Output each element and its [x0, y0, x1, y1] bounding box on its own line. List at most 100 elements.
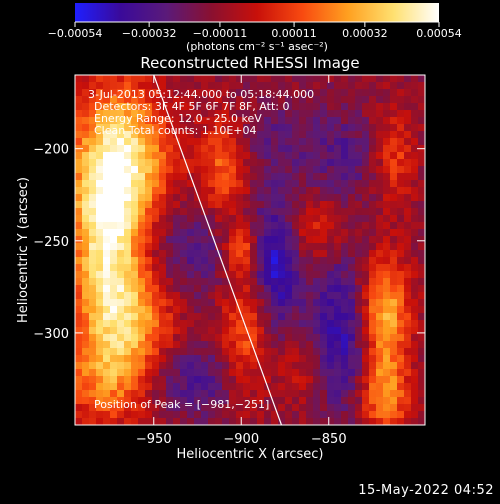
- heatmap-pixel: [124, 89, 132, 97]
- heatmap-pixel: [264, 285, 272, 293]
- heatmap-pixel: [236, 320, 244, 328]
- heatmap-pixel: [369, 180, 377, 188]
- heatmap-pixel: [285, 376, 293, 384]
- heatmap-pixel: [89, 369, 97, 377]
- heatmap-pixel: [145, 292, 153, 300]
- heatmap-pixel: [131, 159, 139, 167]
- heatmap-pixel: [327, 418, 335, 426]
- heatmap-pixel: [117, 82, 125, 90]
- heatmap-pixel: [278, 285, 286, 293]
- heatmap-pixel: [285, 271, 293, 279]
- heatmap-pixel: [243, 334, 251, 342]
- heatmap-pixel: [285, 390, 293, 398]
- heatmap-pixel: [418, 124, 426, 132]
- heatmap-pixel: [341, 159, 349, 167]
- heatmap-pixel: [96, 222, 104, 230]
- heatmap-pixel: [187, 82, 195, 90]
- heatmap-pixel: [229, 383, 237, 391]
- heatmap-pixel: [145, 320, 153, 328]
- heatmap-pixel: [278, 180, 286, 188]
- heatmap-pixel: [166, 376, 174, 384]
- heatmap-pixel: [264, 327, 272, 335]
- heatmap-pixel: [152, 124, 160, 132]
- heatmap-pixel: [159, 173, 167, 181]
- heatmap-pixel: [180, 306, 188, 314]
- heatmap-pixel: [180, 348, 188, 356]
- heatmap-pixel: [264, 229, 272, 237]
- heatmap-pixel: [131, 404, 139, 412]
- heatmap-pixel: [278, 152, 286, 160]
- heatmap-pixel: [110, 404, 118, 412]
- heatmap-pixel: [201, 362, 209, 370]
- heatmap-pixel: [264, 173, 272, 181]
- heatmap-pixel: [131, 82, 139, 90]
- heatmap-pixel: [362, 404, 370, 412]
- heatmap-pixel: [201, 194, 209, 202]
- heatmap-pixel: [110, 159, 118, 167]
- heatmap-pixel: [229, 320, 237, 328]
- heatmap-pixel: [369, 96, 377, 104]
- heatmap-pixel: [82, 341, 90, 349]
- heatmap-pixel: [187, 348, 195, 356]
- heatmap-pixel: [145, 194, 153, 202]
- heatmap-pixel: [271, 82, 279, 90]
- heatmap-pixel: [138, 166, 146, 174]
- heatmap-pixel: [320, 348, 328, 356]
- heatmap-pixel: [411, 243, 419, 251]
- heatmap-pixel: [166, 194, 174, 202]
- heatmap-pixel: [292, 320, 300, 328]
- heatmap-pixel: [96, 152, 104, 160]
- heatmap-pixel: [418, 306, 426, 314]
- heatmap-pixel: [327, 278, 335, 286]
- heatmap-pixel: [271, 187, 279, 195]
- heatmap-pixel: [327, 390, 335, 398]
- heatmap-pixel: [341, 201, 349, 209]
- heatmap-pixel: [194, 383, 202, 391]
- heatmap-pixel: [341, 117, 349, 125]
- heatmap-pixel: [376, 320, 384, 328]
- heatmap-pixel: [243, 124, 251, 132]
- heatmap-pixel: [320, 82, 328, 90]
- heatmap-pixel: [299, 201, 307, 209]
- heatmap-pixel: [390, 208, 398, 216]
- heatmap-pixel: [355, 243, 363, 251]
- heatmap-pixel: [131, 271, 139, 279]
- heatmap-pixel: [159, 145, 167, 153]
- heatmap-pixel: [327, 334, 335, 342]
- heatmap-pixel: [313, 131, 321, 139]
- heatmap-pixel: [138, 236, 146, 244]
- heatmap-pixel: [285, 166, 293, 174]
- heatmap-pixel: [166, 418, 174, 426]
- heatmap-pixel: [404, 383, 412, 391]
- heatmap-pixel: [278, 411, 286, 419]
- heatmap-pixel: [334, 383, 342, 391]
- heatmap-pixel: [110, 215, 118, 223]
- heatmap-pixel: [285, 75, 293, 83]
- heatmap-pixel: [299, 278, 307, 286]
- heatmap-pixel: [145, 285, 153, 293]
- heatmap-pixel: [117, 257, 125, 265]
- heatmap-pixel: [390, 215, 398, 223]
- heatmap-pixel: [383, 103, 391, 111]
- heatmap-pixel: [362, 215, 370, 223]
- heatmap-pixel: [292, 145, 300, 153]
- heatmap-pixel: [320, 194, 328, 202]
- heatmap-pixel: [313, 390, 321, 398]
- heatmap-pixel: [418, 411, 426, 419]
- heatmap-pixel: [299, 166, 307, 174]
- heatmap-pixel: [194, 341, 202, 349]
- heatmap-pixel: [208, 285, 216, 293]
- heatmap-pixel: [411, 180, 419, 188]
- heatmap-pixel: [299, 82, 307, 90]
- heatmap-pixel: [75, 271, 83, 279]
- heatmap-pixel: [285, 278, 293, 286]
- heatmap-pixel: [418, 194, 426, 202]
- heatmap-pixel: [89, 215, 97, 223]
- heatmap-pixel: [369, 215, 377, 223]
- heatmap-pixel: [166, 131, 174, 139]
- heatmap-pixel: [159, 187, 167, 195]
- heatmap-pixel: [131, 110, 139, 118]
- heatmap-pixel: [96, 131, 104, 139]
- heatmap-pixel: [89, 89, 97, 97]
- heatmap-pixel: [236, 145, 244, 153]
